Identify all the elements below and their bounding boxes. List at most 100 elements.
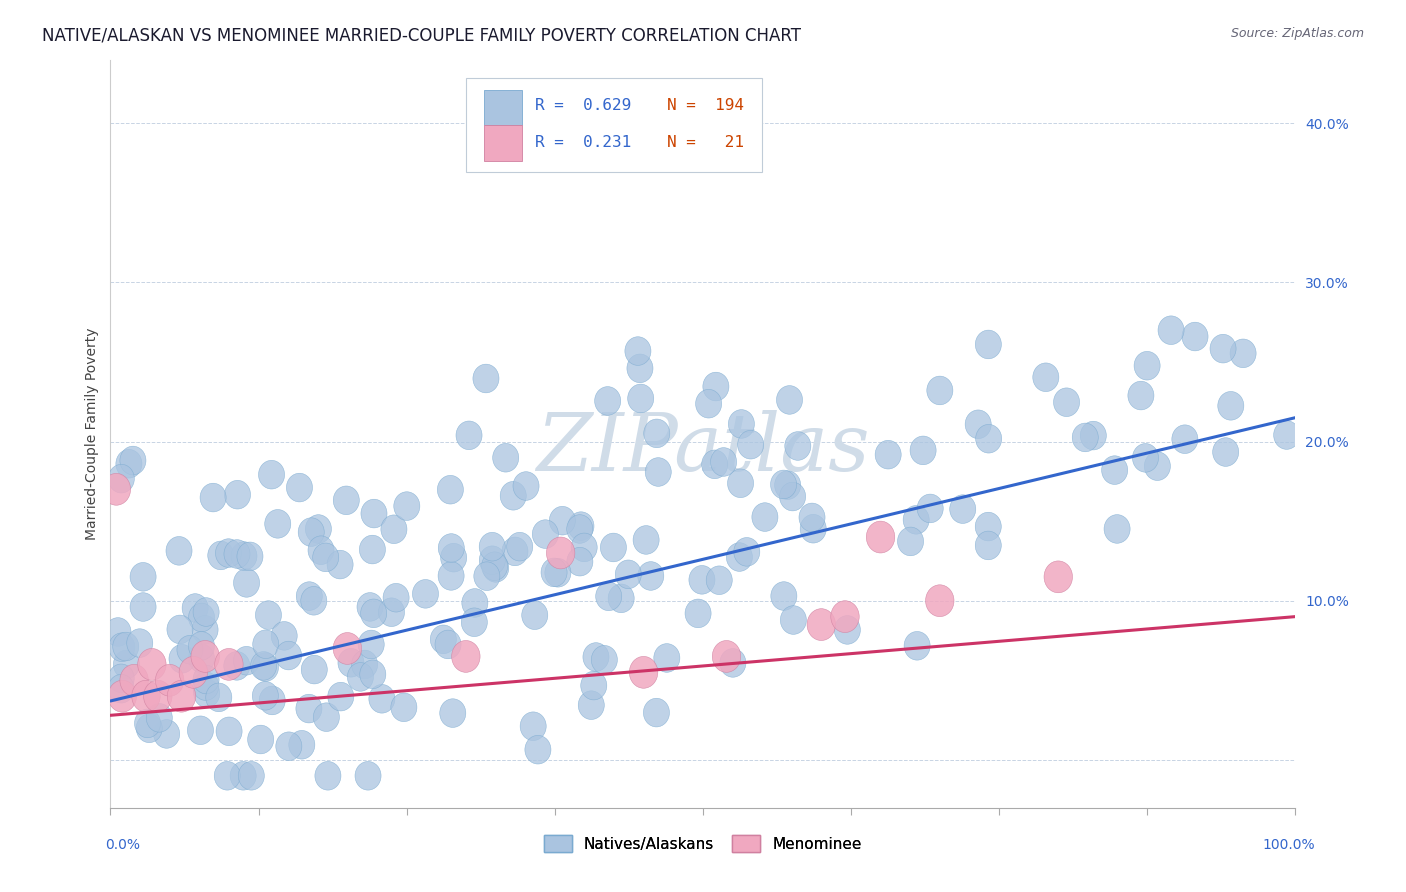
Text: ZIPatlas: ZIPatlas bbox=[536, 409, 869, 487]
Ellipse shape bbox=[479, 546, 505, 574]
Ellipse shape bbox=[215, 539, 242, 567]
Ellipse shape bbox=[1102, 456, 1128, 484]
Ellipse shape bbox=[378, 598, 405, 626]
Ellipse shape bbox=[103, 474, 131, 505]
Ellipse shape bbox=[231, 541, 257, 570]
Ellipse shape bbox=[108, 465, 135, 493]
Ellipse shape bbox=[305, 515, 332, 543]
Ellipse shape bbox=[238, 762, 264, 790]
Text: N =  194: N = 194 bbox=[668, 98, 744, 113]
Legend: Natives/Alaskans, Menominee: Natives/Alaskans, Menominee bbox=[544, 835, 862, 853]
Ellipse shape bbox=[904, 632, 931, 660]
Ellipse shape bbox=[143, 681, 172, 712]
Ellipse shape bbox=[193, 672, 219, 700]
Ellipse shape bbox=[112, 632, 139, 661]
Ellipse shape bbox=[177, 635, 202, 664]
Ellipse shape bbox=[834, 615, 860, 644]
Ellipse shape bbox=[253, 630, 278, 658]
Ellipse shape bbox=[191, 640, 219, 673]
Ellipse shape bbox=[461, 608, 488, 637]
Ellipse shape bbox=[127, 629, 153, 657]
Ellipse shape bbox=[259, 686, 285, 714]
Ellipse shape bbox=[567, 515, 593, 543]
Ellipse shape bbox=[644, 698, 669, 727]
Ellipse shape bbox=[949, 495, 976, 524]
Ellipse shape bbox=[775, 471, 800, 500]
Ellipse shape bbox=[1045, 561, 1073, 593]
Ellipse shape bbox=[703, 372, 728, 401]
Ellipse shape bbox=[927, 376, 953, 405]
Ellipse shape bbox=[779, 483, 806, 511]
Ellipse shape bbox=[138, 648, 166, 681]
Ellipse shape bbox=[208, 541, 233, 570]
Ellipse shape bbox=[360, 599, 387, 628]
Ellipse shape bbox=[1171, 425, 1198, 453]
Ellipse shape bbox=[925, 585, 955, 616]
Ellipse shape bbox=[702, 450, 728, 479]
Ellipse shape bbox=[136, 714, 162, 743]
Ellipse shape bbox=[520, 712, 546, 740]
Ellipse shape bbox=[301, 656, 328, 684]
Ellipse shape bbox=[288, 731, 315, 759]
Ellipse shape bbox=[738, 430, 763, 459]
Ellipse shape bbox=[799, 503, 825, 532]
Ellipse shape bbox=[360, 660, 385, 689]
Ellipse shape bbox=[129, 592, 156, 622]
Ellipse shape bbox=[627, 354, 652, 383]
Ellipse shape bbox=[474, 562, 501, 591]
Ellipse shape bbox=[108, 633, 135, 662]
Ellipse shape bbox=[770, 582, 797, 610]
Ellipse shape bbox=[108, 681, 136, 712]
Ellipse shape bbox=[627, 384, 654, 413]
Ellipse shape bbox=[770, 470, 797, 499]
Ellipse shape bbox=[785, 432, 811, 460]
Ellipse shape bbox=[256, 600, 281, 630]
Ellipse shape bbox=[187, 716, 214, 745]
Ellipse shape bbox=[231, 762, 256, 790]
Ellipse shape bbox=[156, 665, 184, 697]
Ellipse shape bbox=[1159, 316, 1184, 344]
FancyBboxPatch shape bbox=[484, 89, 522, 125]
Ellipse shape bbox=[616, 560, 641, 589]
Ellipse shape bbox=[217, 717, 242, 746]
Ellipse shape bbox=[295, 694, 322, 723]
Ellipse shape bbox=[188, 632, 215, 660]
Ellipse shape bbox=[645, 458, 671, 486]
Ellipse shape bbox=[412, 580, 439, 608]
Ellipse shape bbox=[357, 592, 382, 621]
Ellipse shape bbox=[312, 543, 339, 572]
Ellipse shape bbox=[807, 608, 835, 640]
Ellipse shape bbox=[592, 646, 617, 674]
Ellipse shape bbox=[976, 330, 1001, 359]
Ellipse shape bbox=[1218, 392, 1244, 420]
Ellipse shape bbox=[1135, 351, 1160, 380]
Ellipse shape bbox=[1182, 322, 1208, 351]
Ellipse shape bbox=[328, 682, 354, 711]
Ellipse shape bbox=[1033, 363, 1059, 392]
Ellipse shape bbox=[115, 450, 142, 478]
Ellipse shape bbox=[135, 709, 160, 738]
Ellipse shape bbox=[1104, 515, 1130, 543]
Ellipse shape bbox=[188, 603, 215, 632]
Ellipse shape bbox=[337, 648, 364, 677]
Ellipse shape bbox=[1080, 421, 1107, 450]
Ellipse shape bbox=[394, 491, 420, 520]
Ellipse shape bbox=[776, 385, 803, 414]
Ellipse shape bbox=[578, 690, 605, 720]
Ellipse shape bbox=[482, 552, 508, 581]
Text: N =   21: N = 21 bbox=[668, 135, 744, 150]
Ellipse shape bbox=[800, 515, 827, 543]
Ellipse shape bbox=[361, 500, 387, 528]
Ellipse shape bbox=[360, 535, 385, 564]
Ellipse shape bbox=[630, 657, 658, 689]
Ellipse shape bbox=[333, 632, 361, 665]
Ellipse shape bbox=[308, 536, 335, 565]
Ellipse shape bbox=[513, 472, 538, 500]
Ellipse shape bbox=[609, 584, 634, 613]
Ellipse shape bbox=[727, 542, 752, 572]
Ellipse shape bbox=[541, 558, 567, 587]
Ellipse shape bbox=[831, 600, 859, 632]
Ellipse shape bbox=[571, 533, 598, 562]
Ellipse shape bbox=[472, 364, 499, 392]
Ellipse shape bbox=[347, 663, 374, 691]
